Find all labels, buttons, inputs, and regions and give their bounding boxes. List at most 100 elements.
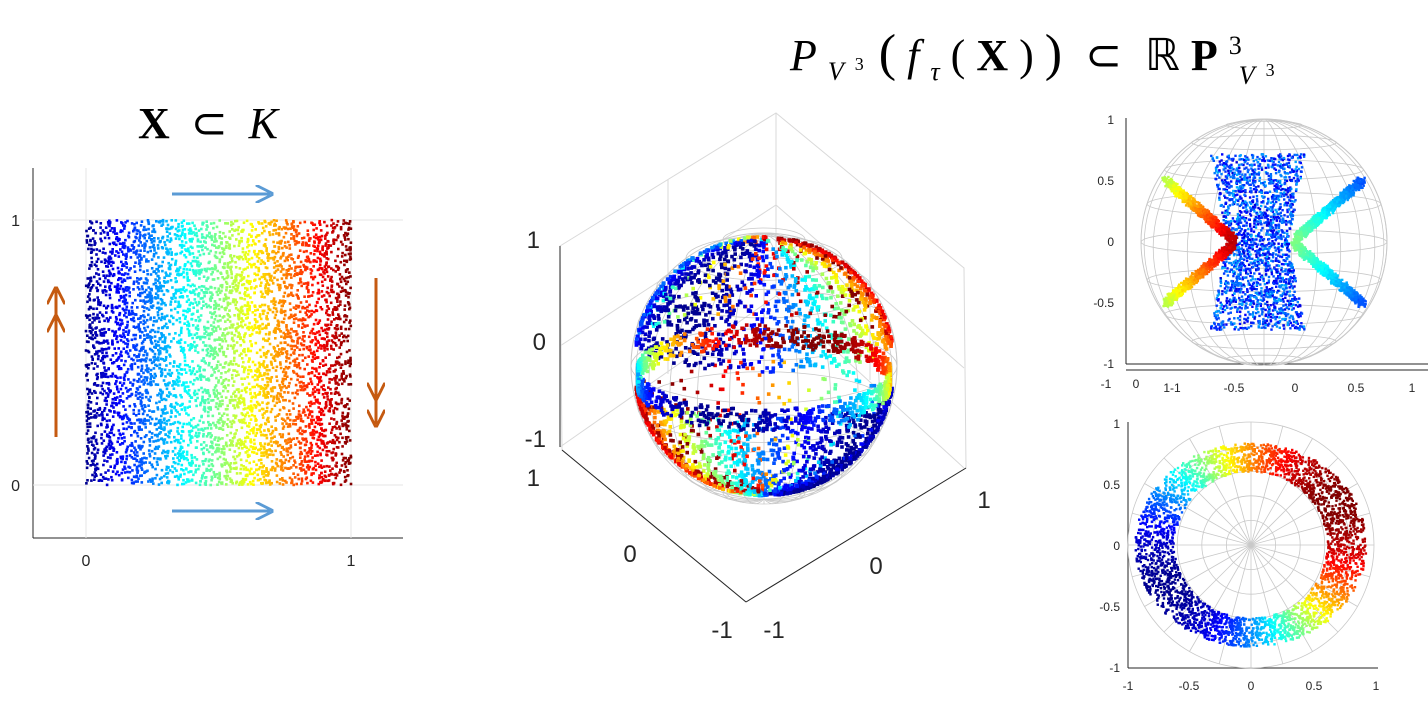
scatter-point <box>235 278 238 281</box>
scatter-point <box>101 375 105 378</box>
scatter-point <box>156 296 160 300</box>
scatter-point <box>265 406 269 410</box>
scatter-point <box>247 360 250 363</box>
scatter-point <box>298 413 302 417</box>
scatter-point <box>117 367 121 371</box>
scatter-point <box>244 478 247 481</box>
scatter-point <box>254 326 257 330</box>
scatter-point <box>218 400 222 403</box>
scatter-point <box>189 470 192 473</box>
scatter-point <box>323 346 327 349</box>
scatter-point <box>148 452 151 456</box>
scatter-point <box>341 424 344 428</box>
scatter-point <box>185 453 189 456</box>
scatter-point <box>251 239 255 242</box>
scatter-point <box>202 435 205 438</box>
scatter-point <box>169 238 173 242</box>
scatter-point <box>292 464 295 467</box>
scatter-point <box>340 255 344 258</box>
scatter-point <box>176 234 180 238</box>
scatter-point <box>245 219 249 223</box>
scatter-point <box>218 337 221 341</box>
scatter-point <box>293 239 297 243</box>
scatter-point <box>213 286 217 290</box>
scatter-point <box>151 465 154 469</box>
scatter-point <box>160 315 164 319</box>
scatter-point <box>235 388 239 391</box>
scatter-point <box>269 379 272 382</box>
scatter-point <box>319 375 322 379</box>
scatter-point <box>192 367 195 370</box>
scatter-point <box>132 316 135 320</box>
scatter-point <box>161 246 165 250</box>
scatter-point <box>85 365 89 368</box>
scatter-point <box>197 269 200 272</box>
scatter-point <box>101 392 105 396</box>
scatter-point <box>230 344 233 348</box>
scatter-point <box>293 396 297 400</box>
scatter-point <box>209 483 212 487</box>
scatter-point <box>168 240 172 243</box>
scatter-point <box>115 288 119 292</box>
scatter-point <box>193 340 196 344</box>
scatter-point <box>109 272 112 276</box>
scatter-point <box>102 231 106 234</box>
scatter-point <box>213 235 216 238</box>
scatter-point <box>211 464 215 468</box>
scatter-point <box>155 401 158 405</box>
scatter-point <box>305 287 309 290</box>
scatter-point <box>194 301 197 304</box>
scatter-point <box>128 466 132 469</box>
scatter-point <box>326 318 330 321</box>
scatter-point <box>310 459 314 463</box>
scatter-point <box>169 429 173 432</box>
scatter-point <box>291 339 294 343</box>
scatter-point <box>273 359 277 362</box>
scatter-point <box>93 389 96 393</box>
scatter-point <box>280 468 283 471</box>
scatter-point <box>121 263 125 266</box>
scatter-point <box>289 227 292 230</box>
scatter-point <box>251 447 255 450</box>
scatter-point <box>326 371 329 374</box>
scatter-point <box>261 465 264 469</box>
scatter-point <box>164 472 168 475</box>
scatter-point <box>88 336 91 339</box>
scatter-point <box>124 408 127 411</box>
scatter-point <box>232 254 236 258</box>
scatter-point <box>257 234 261 237</box>
scatter-point <box>170 251 173 254</box>
scatter-point <box>317 418 320 421</box>
scatter-point <box>333 363 337 367</box>
scatter-point <box>162 284 165 288</box>
scatter-point <box>96 296 99 299</box>
scatter-point <box>105 306 108 310</box>
scatter-point <box>219 427 223 430</box>
scatter-point <box>204 302 208 306</box>
scatter-point <box>238 291 242 295</box>
scatter-point <box>310 422 314 425</box>
scatter-point <box>326 231 329 235</box>
scatter-point <box>334 476 338 480</box>
scatter-point <box>88 388 92 392</box>
scatter-point <box>302 438 305 442</box>
scatter-point <box>84 349 88 352</box>
scatter-point <box>260 275 264 279</box>
scatter-point <box>177 288 180 292</box>
scatter-point <box>89 331 93 335</box>
scatter-point <box>205 224 209 227</box>
scatter-point <box>280 239 283 243</box>
scatter-point <box>312 432 315 436</box>
scatter-point <box>137 477 140 480</box>
scatter-point <box>236 439 240 442</box>
scatter-point <box>243 292 246 296</box>
scatter-point <box>316 401 320 404</box>
scatter-point <box>179 345 183 349</box>
scatter-point <box>274 337 277 340</box>
scatter-point <box>179 368 183 371</box>
scatter-point <box>135 475 139 479</box>
scatter-point <box>169 303 172 306</box>
scatter-point <box>287 385 291 388</box>
scatter-point <box>165 349 169 353</box>
scatter-point <box>348 220 352 223</box>
